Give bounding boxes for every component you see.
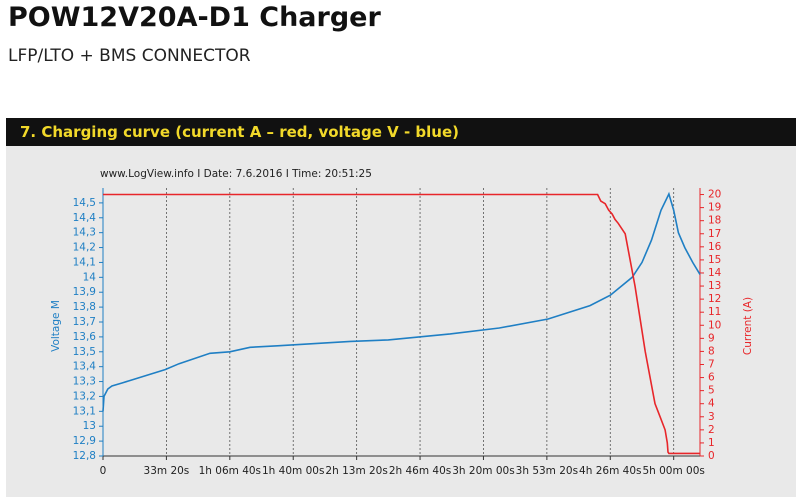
x-tick-label: 0 [100, 465, 107, 477]
y-tick-label: 12,9 [73, 435, 96, 447]
y2-tick-label: 1 [708, 437, 715, 449]
x-tick-label: 4h 26m 40s [579, 465, 641, 477]
y2-tick-label: 18 [708, 215, 721, 227]
y-tick-label: 13,7 [73, 316, 96, 328]
x-tick-label: 3h 53m 20s [516, 465, 578, 477]
y2-axis-label: Current (A) [742, 297, 754, 355]
y2-tick-label: 13 [708, 280, 721, 292]
y2-tick-label: 14 [708, 267, 722, 279]
chart-background [6, 146, 796, 497]
y-tick-label: 13 [83, 420, 96, 432]
y-tick-label: 14,1 [73, 256, 96, 268]
x-tick-label: 5h 00m 00s [642, 465, 704, 477]
data-line [102, 191, 701, 412]
y2-tick-label: 2 [708, 424, 715, 436]
x-tick-label: 33m 20s [144, 465, 190, 477]
y-tick-label: 14 [83, 271, 97, 283]
y2-tick-label: 15 [708, 254, 721, 266]
x-tick-label: 2h 13m 20s [325, 465, 387, 477]
y2-tick-label: 7 [708, 358, 715, 370]
y-axis-label: Voltage M [50, 300, 62, 352]
y2-tick-label: 16 [708, 241, 722, 253]
y2-tick-label: 19 [708, 202, 721, 214]
y-tick-label: 13,2 [73, 390, 96, 402]
y2-tick-label: 12 [708, 293, 721, 305]
y-tick-label: 14,2 [73, 242, 96, 254]
y2-tick-label: 0 [708, 450, 715, 462]
y2-tick-label: 10 [708, 319, 721, 331]
y-tick-label: 13,8 [73, 301, 96, 313]
y-tick-label: 14,3 [73, 227, 96, 239]
y2-tick-label: 6 [708, 372, 715, 384]
x-tick-label: 3h 20m 00s [452, 465, 514, 477]
y-tick-label: 13,6 [73, 331, 97, 343]
title: POW12V20A-D1 Charger [8, 2, 381, 33]
data-line [103, 193, 700, 455]
y-tick-label: 13,3 [73, 376, 96, 388]
x-tick-label: 1h 06m 40s [199, 465, 261, 477]
y2-tick-label: 17 [708, 228, 721, 240]
y2-tick-label: 4 [708, 398, 715, 410]
y-tick-label: 14,4 [73, 212, 97, 224]
x-tick-label: 2h 46m 40s [389, 465, 451, 477]
y2-tick-label: 5 [708, 385, 715, 397]
y-tick-label: 13,1 [73, 405, 96, 417]
x-tick-label: 1h 40m 00s [262, 465, 324, 477]
y-tick-label: 13,9 [73, 286, 96, 298]
y-tick-label: 13,5 [73, 346, 96, 358]
y-tick-label: 14,5 [73, 197, 96, 209]
y2-tick-label: 8 [708, 345, 715, 357]
y2-tick-label: 3 [708, 411, 715, 423]
section-heading: 7. Charging curve (current A – red, volt… [6, 118, 796, 146]
y2-tick-label: 11 [708, 306, 721, 318]
y-tick-label: 12,8 [73, 450, 96, 462]
y2-tick-label: 20 [708, 189, 721, 201]
chart: www.LogView.info I Date: 7.6.2016 I Time… [6, 146, 796, 497]
chart-note: www.LogView.info I Date: 7.6.2016 I Time… [100, 168, 372, 180]
subtitle: LFP/LTO + BMS CONNECTOR [8, 46, 251, 66]
y2-tick-label: 9 [708, 332, 715, 344]
y-tick-label: 13,4 [73, 361, 97, 373]
